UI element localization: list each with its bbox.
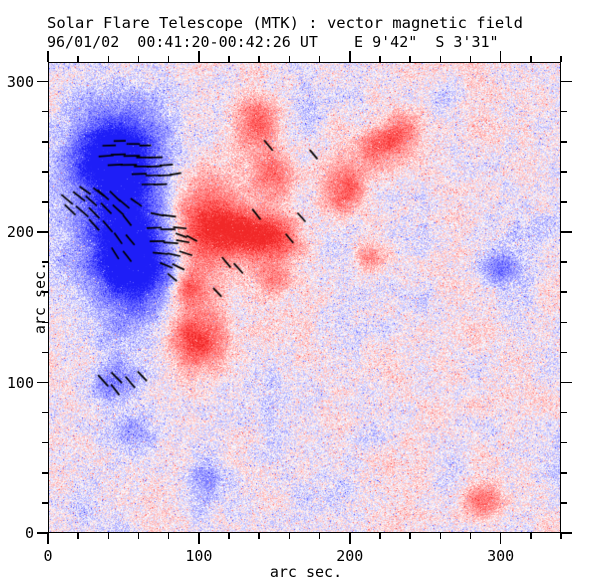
x-minor-tick <box>469 533 472 539</box>
y-right-tick <box>561 261 567 263</box>
y-minor-tick <box>42 291 48 293</box>
y-major-tick <box>37 532 48 534</box>
y-right-tick <box>561 231 572 233</box>
x-top-tick <box>560 56 562 62</box>
plot-area <box>48 62 561 533</box>
y-minor-tick <box>42 441 48 444</box>
y-tick-label: 0 <box>24 524 34 542</box>
figure-subtitle: 96/01/02 00:41:20-00:42:26 UT E 9'42" S … <box>47 33 499 51</box>
y-minor-tick <box>42 321 48 324</box>
x-top-tick <box>47 51 49 62</box>
x-top-tick <box>228 56 230 62</box>
x-minor-tick <box>318 533 321 539</box>
x-minor-tick <box>560 533 562 539</box>
x-top-tick <box>198 51 200 62</box>
y-major-tick <box>37 231 48 233</box>
x-major-tick <box>47 533 49 544</box>
y-right-tick <box>561 532 572 534</box>
y-right-tick <box>561 201 567 203</box>
x-tick-label: 100 <box>185 547 213 565</box>
x-minor-tick <box>137 533 140 539</box>
x-top-tick <box>318 56 321 62</box>
y-right-tick <box>561 441 567 444</box>
y-right-tick <box>561 351 567 354</box>
x-top-tick <box>349 51 351 62</box>
x-minor-tick <box>439 533 442 539</box>
x-top-tick <box>469 56 472 62</box>
y-minor-tick <box>42 411 48 414</box>
x-axis-title: arc sec. <box>269 563 343 581</box>
x-top-tick <box>167 56 170 62</box>
x-minor-tick <box>530 533 532 539</box>
figure-title: Solar Flare Telescope (MTK) : vector mag… <box>47 14 523 32</box>
x-top-tick <box>409 56 411 62</box>
x-top-tick <box>499 51 502 62</box>
x-top-tick <box>77 56 79 62</box>
x-minor-tick <box>77 533 79 539</box>
x-major-tick <box>349 533 351 544</box>
x-minor-tick <box>107 533 110 539</box>
y-right-tick <box>561 110 567 113</box>
x-top-tick <box>107 56 110 62</box>
y-right-tick <box>561 291 567 293</box>
y-major-tick <box>37 80 48 83</box>
x-minor-tick <box>409 533 411 539</box>
y-minor-tick <box>42 110 48 113</box>
y-minor-tick <box>42 351 48 354</box>
x-minor-tick <box>228 533 230 539</box>
y-right-tick <box>561 321 567 324</box>
y-right-tick <box>561 411 567 414</box>
y-right-tick <box>561 171 567 173</box>
y-major-tick <box>37 381 48 384</box>
x-top-tick <box>530 56 532 62</box>
magnetogram-image <box>49 63 560 532</box>
y-right-tick <box>561 472 567 474</box>
x-top-tick <box>258 56 260 62</box>
y-minor-tick <box>42 502 48 504</box>
x-major-tick <box>198 533 200 544</box>
x-minor-tick <box>379 533 381 539</box>
x-top-tick <box>439 56 442 62</box>
y-tick-label: 300 <box>6 72 34 91</box>
y-axis-title: arc sec. <box>31 261 50 335</box>
x-top-tick <box>379 56 381 62</box>
y-tick-label: 200 <box>6 223 34 242</box>
y-tick-label: 100 <box>6 373 34 392</box>
y-right-tick <box>561 381 572 384</box>
x-minor-tick <box>288 533 291 539</box>
y-minor-tick <box>42 141 48 143</box>
y-minor-tick <box>42 201 48 203</box>
x-top-tick <box>288 56 291 62</box>
x-minor-tick <box>167 533 170 539</box>
y-right-tick <box>561 502 567 504</box>
y-right-tick <box>561 80 572 83</box>
y-minor-tick <box>42 472 48 474</box>
x-tick-label: 200 <box>336 547 364 565</box>
y-right-tick <box>561 141 567 143</box>
x-tick-label: 300 <box>487 547 515 565</box>
x-tick-label: 0 <box>43 547 53 565</box>
x-minor-tick <box>258 533 260 539</box>
y-minor-tick <box>42 171 48 173</box>
y-minor-tick <box>42 261 48 263</box>
x-top-tick <box>137 56 140 62</box>
x-major-tick <box>499 533 502 544</box>
